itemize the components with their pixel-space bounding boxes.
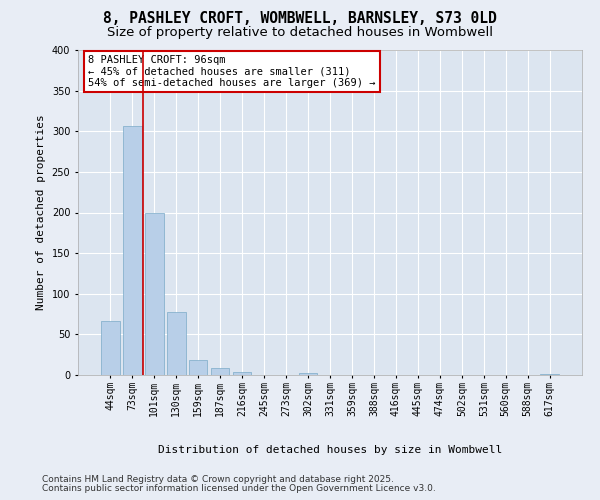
Bar [145,212,164,375]
Bar [211,368,229,375]
Bar [233,372,251,375]
Bar [167,312,185,375]
Text: Distribution of detached houses by size in Wombwell: Distribution of detached houses by size … [158,445,502,455]
Bar [189,360,208,375]
Bar [541,374,559,375]
Y-axis label: Number of detached properties: Number of detached properties [36,114,46,310]
Bar [101,320,119,375]
Text: 8 PASHLEY CROFT: 96sqm
← 45% of detached houses are smaller (311)
54% of semi-de: 8 PASHLEY CROFT: 96sqm ← 45% of detached… [88,55,376,88]
Text: 8, PASHLEY CROFT, WOMBWELL, BARNSLEY, S73 0LD: 8, PASHLEY CROFT, WOMBWELL, BARNSLEY, S7… [103,11,497,26]
Text: Size of property relative to detached houses in Wombwell: Size of property relative to detached ho… [107,26,493,39]
Bar [299,372,317,375]
Text: Contains HM Land Registry data © Crown copyright and database right 2025.: Contains HM Land Registry data © Crown c… [42,475,394,484]
Text: Contains public sector information licensed under the Open Government Licence v3: Contains public sector information licen… [42,484,436,493]
Bar [123,126,142,375]
